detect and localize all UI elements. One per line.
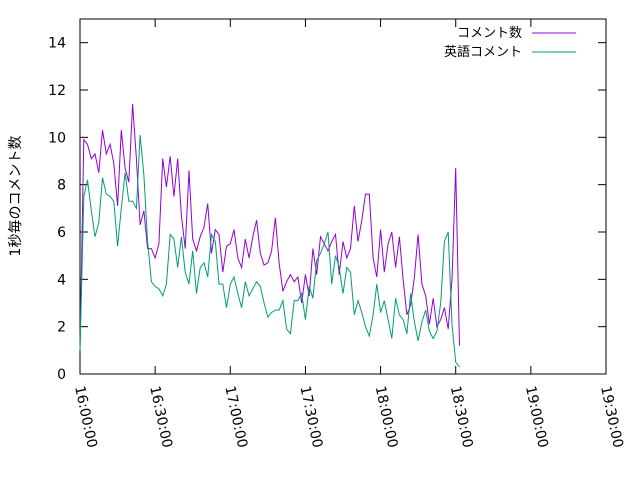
legend: コメント数 英語コメント [444, 26, 576, 60]
x-tick-label: 16:00:00 [71, 385, 100, 450]
legend-label-comments: コメント数 [457, 26, 522, 41]
y-tick-label: 6 [57, 225, 66, 241]
x-tick-label: 17:00:00 [221, 385, 250, 450]
x-tick-label: 16:30:00 [146, 385, 175, 450]
y-tick-label: 2 [57, 320, 66, 336]
x-tick-label: 19:00:00 [522, 385, 551, 450]
series-line-1 [79, 134, 460, 368]
y-tick-label: 8 [57, 178, 66, 194]
x-tick-label: 18:00:00 [372, 385, 401, 450]
y-axis-title: 1秒毎のコメント数 [8, 136, 24, 257]
y-tick-label: 0 [57, 367, 66, 383]
y-tick-label: 14 [48, 36, 66, 52]
y-axis: 0 2 4 6 8 10 12 14 [48, 36, 606, 383]
x-tick-label: 18:30:00 [447, 385, 476, 450]
x-tick-label: 19:30:00 [597, 385, 626, 450]
plot-frame [79, 18, 607, 375]
series-line-0 [79, 104, 460, 351]
y-tick-label: 4 [57, 272, 66, 288]
y-tick-label: 10 [48, 130, 66, 146]
y-tick-label: 12 [48, 83, 66, 99]
x-tick-label: 17:30:00 [297, 385, 326, 450]
series-lines [79, 104, 460, 368]
legend-label-english-comments: 英語コメント [444, 44, 522, 60]
x-axis: 16:00:00 16:30:00 17:00:00 17:30:00 18:00:00… [71, 19, 626, 449]
